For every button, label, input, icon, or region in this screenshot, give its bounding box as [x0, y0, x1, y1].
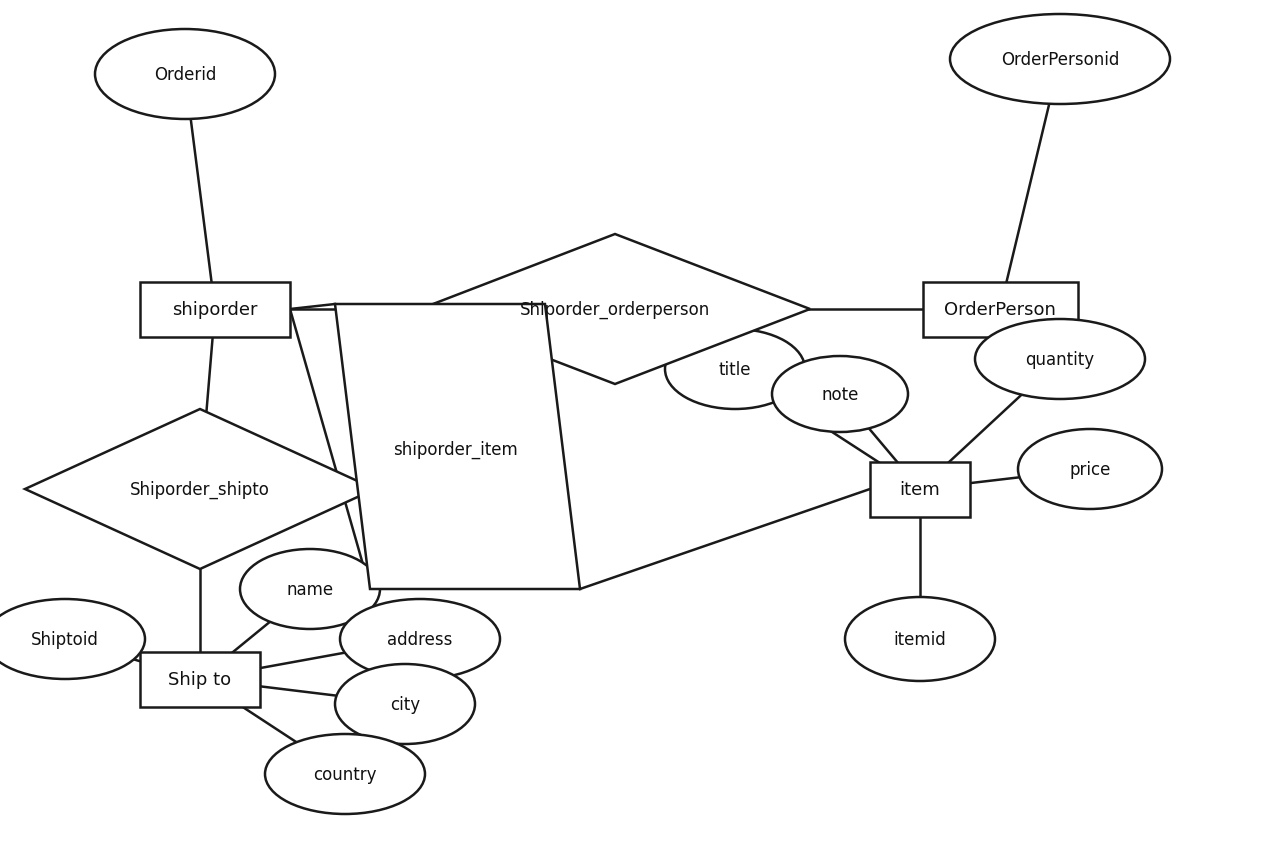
Text: OrderPerson: OrderPerson	[944, 300, 1055, 319]
Text: price: price	[1069, 461, 1111, 479]
Text: address: address	[387, 630, 452, 648]
Bar	[922, 282, 1077, 337]
Text: city: city	[390, 695, 420, 713]
Text: Shiporder_orderperson: Shiporder_orderperson	[519, 300, 710, 319]
Ellipse shape	[0, 600, 145, 679]
Text: item: item	[899, 480, 940, 498]
Bar	[870, 462, 970, 517]
Text: Shiptoid: Shiptoid	[30, 630, 99, 648]
Text: OrderPersonid: OrderPersonid	[1001, 51, 1119, 69]
Ellipse shape	[335, 664, 475, 744]
Ellipse shape	[975, 320, 1146, 399]
Text: name: name	[287, 580, 334, 598]
Ellipse shape	[845, 597, 994, 682]
Ellipse shape	[265, 734, 425, 814]
Text: Shiporder_shipto: Shiporder_shipto	[130, 480, 271, 498]
Ellipse shape	[665, 329, 805, 409]
Ellipse shape	[95, 30, 276, 120]
Polygon shape	[25, 409, 375, 569]
Ellipse shape	[240, 549, 380, 630]
Text: country: country	[314, 765, 377, 783]
Bar	[140, 282, 290, 337]
Text: title: title	[719, 361, 752, 379]
Ellipse shape	[340, 600, 500, 679]
Text: itemid: itemid	[894, 630, 946, 648]
Ellipse shape	[1019, 430, 1162, 509]
Ellipse shape	[950, 15, 1170, 105]
Polygon shape	[335, 305, 580, 589]
Text: shiporder_item: shiporder_item	[392, 440, 517, 459]
Bar	[140, 652, 260, 706]
Polygon shape	[420, 235, 810, 385]
Ellipse shape	[772, 357, 908, 432]
Text: shiporder: shiporder	[173, 300, 258, 319]
Text: Orderid: Orderid	[154, 66, 216, 84]
Text: quantity: quantity	[1025, 351, 1095, 368]
Text: note: note	[822, 386, 859, 403]
Text: Ship to: Ship to	[169, 670, 231, 688]
